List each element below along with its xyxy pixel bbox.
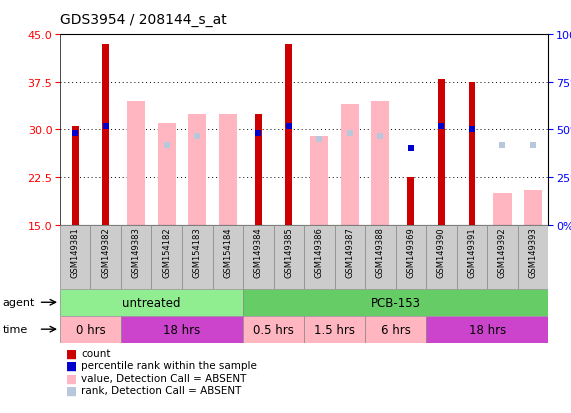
Text: 0.5 hrs: 0.5 hrs [253, 323, 294, 336]
Text: 0 hrs: 0 hrs [75, 323, 105, 336]
Text: GSM149381: GSM149381 [71, 227, 80, 278]
Bar [60, 289, 243, 316]
Bar [188, 114, 207, 225]
Text: GSM149385: GSM149385 [284, 227, 293, 278]
Text: GSM149382: GSM149382 [101, 227, 110, 278]
Bar [243, 289, 548, 316]
Bar [243, 225, 274, 289]
Bar [335, 225, 365, 289]
Bar [426, 225, 457, 289]
Bar [286, 45, 292, 225]
Bar [158, 124, 176, 225]
Bar [60, 225, 90, 289]
Bar [60, 316, 121, 343]
Bar [90, 225, 121, 289]
Bar [487, 225, 518, 289]
Bar [121, 316, 243, 343]
Text: GSM149387: GSM149387 [345, 227, 355, 278]
Text: GSM149384: GSM149384 [254, 227, 263, 278]
Bar [518, 225, 548, 289]
Text: rank, Detection Call = ABSENT: rank, Detection Call = ABSENT [81, 385, 242, 395]
Bar [219, 114, 237, 225]
Bar [310, 136, 328, 225]
Text: count: count [81, 348, 111, 358]
Text: 18 hrs: 18 hrs [469, 323, 506, 336]
Bar [121, 225, 151, 289]
Bar [151, 225, 182, 289]
Text: percentile rank within the sample: percentile rank within the sample [81, 361, 257, 370]
Bar [304, 316, 365, 343]
Bar [274, 225, 304, 289]
Bar [371, 102, 389, 225]
Text: time: time [3, 324, 28, 335]
Text: GSM149391: GSM149391 [468, 227, 476, 278]
Text: GSM149392: GSM149392 [498, 227, 507, 278]
Text: GSM154184: GSM154184 [223, 227, 232, 278]
Text: 1.5 hrs: 1.5 hrs [314, 323, 355, 336]
Bar [438, 79, 445, 225]
Bar [102, 45, 109, 225]
Text: value, Detection Call = ABSENT: value, Detection Call = ABSENT [81, 373, 247, 383]
Text: untreated: untreated [122, 296, 181, 309]
Bar [426, 316, 548, 343]
Bar [469, 83, 475, 225]
Text: PCB-153: PCB-153 [371, 296, 421, 309]
Bar [243, 316, 304, 343]
Bar [72, 127, 79, 225]
Bar [524, 190, 542, 225]
Bar [341, 105, 359, 225]
Text: ■: ■ [66, 371, 77, 385]
Text: ■: ■ [66, 347, 77, 360]
Text: agent: agent [3, 297, 35, 308]
Text: ■: ■ [66, 359, 77, 372]
Bar [127, 102, 146, 225]
Text: 6 hrs: 6 hrs [381, 323, 411, 336]
Bar [457, 225, 487, 289]
Bar [212, 225, 243, 289]
Bar [304, 225, 335, 289]
Text: GSM149388: GSM149388 [376, 227, 385, 278]
Text: GSM149369: GSM149369 [407, 227, 415, 278]
Text: GSM149390: GSM149390 [437, 227, 446, 278]
Text: GSM149393: GSM149393 [528, 227, 537, 278]
Bar [408, 178, 414, 225]
Text: GSM154183: GSM154183 [193, 227, 202, 278]
Text: GSM149383: GSM149383 [132, 227, 140, 278]
Text: 18 hrs: 18 hrs [163, 323, 200, 336]
Bar [255, 114, 262, 225]
Bar [365, 316, 426, 343]
Bar [365, 225, 396, 289]
Text: GSM149386: GSM149386 [315, 227, 324, 278]
Text: GSM154182: GSM154182 [162, 227, 171, 278]
Bar [396, 225, 426, 289]
Text: ■: ■ [66, 384, 77, 397]
Text: GDS3954 / 208144_s_at: GDS3954 / 208144_s_at [60, 13, 227, 27]
Bar [182, 225, 212, 289]
Bar [493, 193, 512, 225]
